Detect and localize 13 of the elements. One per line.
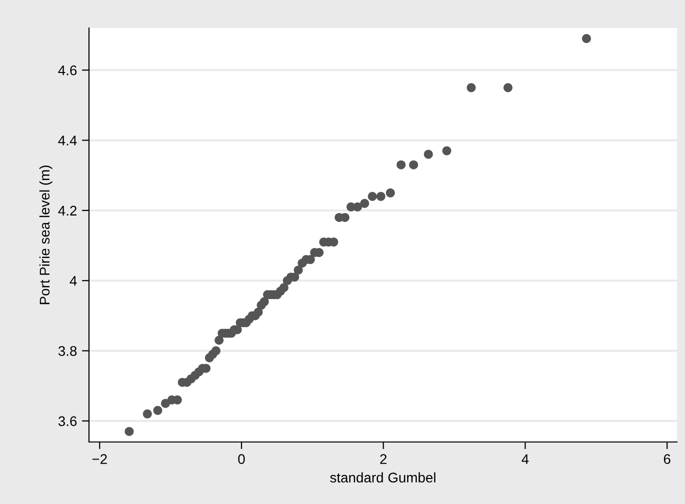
y-tick-label: 3.8 (58, 346, 77, 356)
y-tick-label: 4.4 (58, 136, 77, 146)
x-tick-label: 0 (238, 454, 245, 464)
y-tick-label: 4 (70, 276, 77, 286)
x-tick-label: 6 (664, 454, 670, 464)
x-tick-label: −2 (92, 454, 107, 464)
y-axis-title: Port Pirie sea level (m) (39, 166, 52, 304)
y-tick-label: 4.2 (58, 206, 76, 216)
y-tick-label: 4.6 (58, 65, 77, 76)
x-axis-title: standard Gumbel (330, 472, 436, 483)
x-tick-label: 4 (522, 454, 529, 464)
x-tick-label: 2 (380, 454, 387, 464)
y-tick-label: 3.6 (58, 416, 77, 426)
